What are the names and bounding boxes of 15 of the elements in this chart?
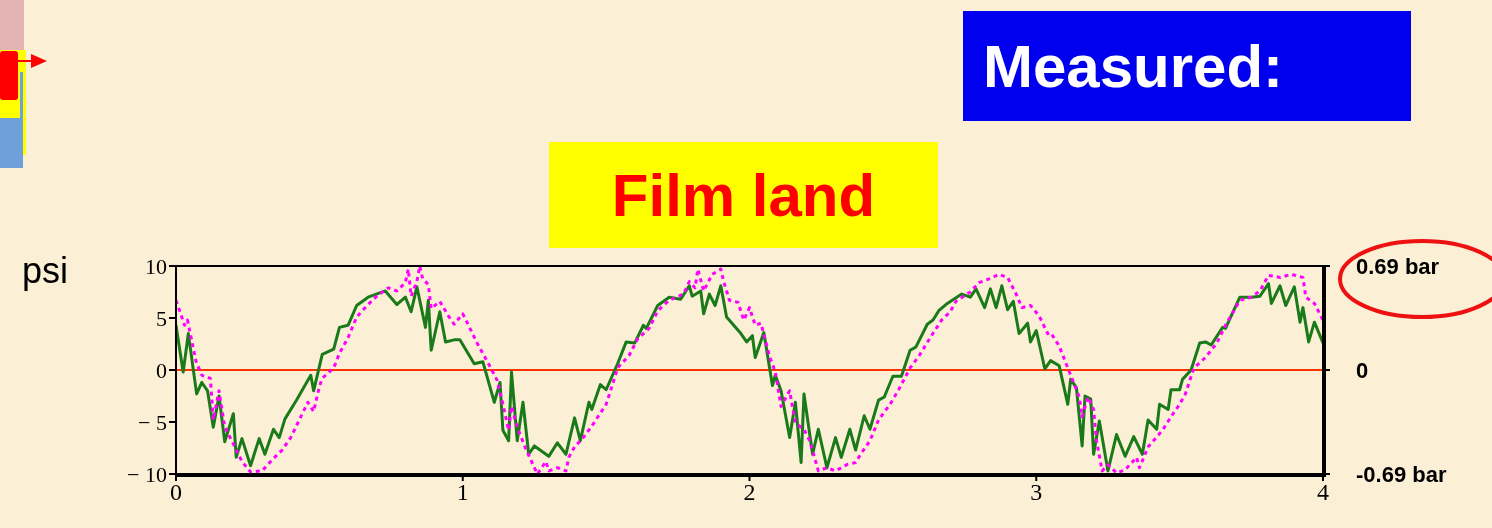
y2-tick-label: -0.69 bar: [1356, 461, 1447, 487]
x-tick-label: 1: [456, 479, 469, 506]
y-tick-label: 0: [156, 357, 167, 383]
y-tick-label: − 10: [127, 461, 167, 487]
y2-tick-label: 0.69 bar: [1356, 253, 1440, 279]
x-tick-label: 3: [1030, 479, 1043, 506]
y-tick-label: 10: [145, 253, 167, 279]
x-tick-label: 2: [743, 479, 756, 506]
y-axis-title: psi: [22, 250, 69, 291]
y-tick-label: 5: [156, 305, 167, 331]
chart-title: Measured:: [983, 31, 1284, 101]
chart-subtitle: Film land: [611, 160, 876, 230]
x-tick-label: 4: [1317, 479, 1329, 506]
y-tick-label: − 5: [138, 409, 167, 435]
y2-tick-label: 0: [1356, 357, 1369, 383]
